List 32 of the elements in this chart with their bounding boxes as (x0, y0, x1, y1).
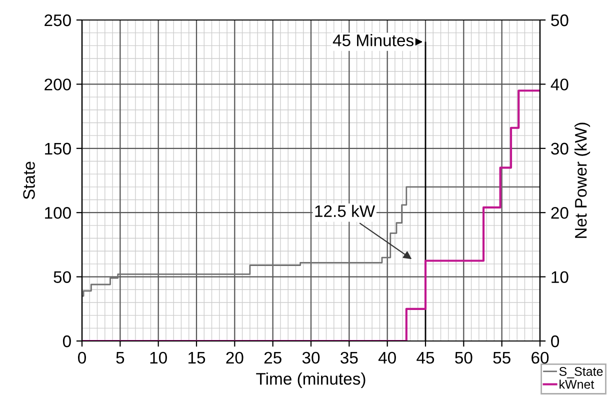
y-tick-label: 150 (45, 142, 71, 155)
legend-label: S_State (559, 367, 603, 378)
x-tick-label: 10 (150, 352, 167, 364)
y2-axis-title: Net Power (kW) (574, 122, 590, 238)
y-tick-label: 0 (62, 335, 71, 348)
y2-tick-label: 10 (552, 271, 568, 284)
x-tick-label: 30 (302, 352, 320, 364)
x-tick-label: 40 (378, 352, 396, 364)
legend-label: kWnet (560, 380, 594, 389)
x-tick-label: 0 (78, 352, 86, 364)
x-tick-label: 50 (455, 352, 472, 364)
annotation: 12.5 kW (315, 204, 376, 218)
x-tick-label: 35 (340, 352, 358, 364)
y2-tick-label: 30 (551, 142, 568, 155)
x-tick-label: 55 (493, 352, 510, 364)
ref-line-label: 45 Minutes (332, 34, 414, 46)
x-tick-label: 20 (226, 352, 244, 364)
y2-tick-label: 40 (550, 78, 568, 90)
x-tick-label: 15 (188, 352, 206, 364)
y-tick-label: 100 (45, 207, 71, 219)
x-tick-label: 25 (264, 352, 282, 364)
y-axis-title: State (23, 162, 35, 200)
y-tick-label: 200 (44, 78, 71, 90)
x-tick-label: 5 (116, 352, 124, 364)
y2-tick-label: 0 (551, 335, 560, 348)
y-tick-label: 50 (54, 271, 71, 284)
x-tick-label: 60 (532, 352, 549, 364)
x-tick-label: 45 (416, 352, 434, 364)
y2-tick-label: 50 (551, 14, 568, 26)
y-tick-label: 250 (44, 14, 71, 26)
y2-tick-label: 20 (551, 207, 568, 219)
x-axis-title: Time (minutes) (256, 372, 366, 388)
